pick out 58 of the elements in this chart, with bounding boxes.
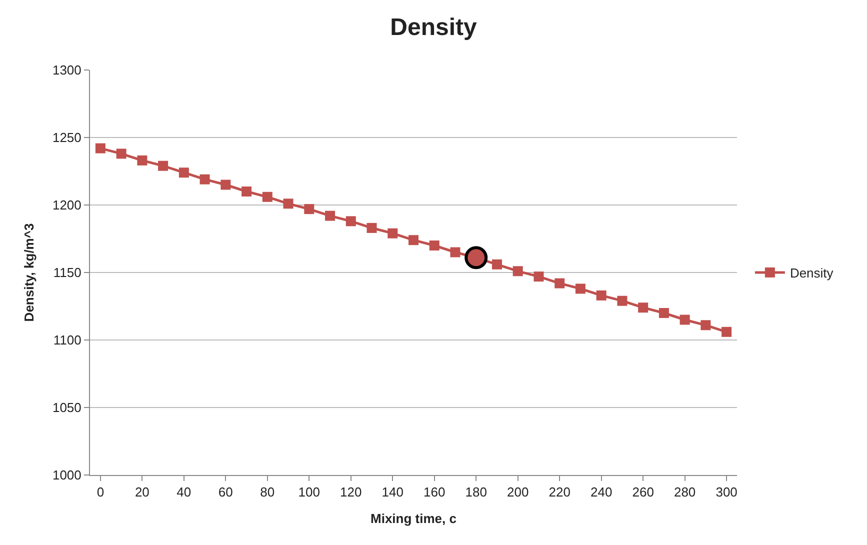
point [388,228,398,238]
legend-label: Density [790,266,834,281]
point [408,235,418,246]
point [596,290,606,300]
x-tick-label: 20 [134,484,150,500]
x-tick-label: 0 [96,484,104,500]
chart-title: Density [390,14,478,41]
y-tick-label: 1300 [52,62,82,78]
point [680,314,690,325]
y-tick-label: 1000 [52,468,82,483]
point [512,266,523,276]
x-tick-label: 260 [632,484,654,500]
point [178,168,189,178]
x-tick-label: 60 [218,484,233,500]
point [220,180,231,190]
x-tick-label: 300 [716,484,738,500]
point [464,246,488,270]
point [638,302,648,313]
point [617,296,628,306]
x-axis-title: Mixing time, c [370,511,456,526]
point [200,174,210,184]
x-tick-label: 200 [507,484,529,500]
point [658,308,669,318]
x-tick-label: 240 [590,484,612,500]
x-tick-label: 160 [424,484,446,500]
x-tick-label: 80 [260,484,275,500]
y-tick-label: 1100 [53,332,82,348]
point [366,222,377,233]
x-tick-label: 100 [298,484,320,500]
point [95,143,106,154]
point [534,272,544,282]
y-axis-title: Density, kg/m^3 [21,223,36,322]
point [492,259,502,270]
point [450,247,460,258]
point [722,326,732,337]
x-tick-label: 280 [674,484,696,500]
point [429,240,440,250]
x-tick-label: 180 [465,484,487,500]
y-tick-label: 1200 [52,198,82,213]
y-tick-label: 1250 [52,130,82,146]
point [242,186,252,196]
x-tick-label: 220 [548,484,570,500]
point [283,198,294,209]
point [262,192,272,202]
point [304,204,314,214]
point [575,284,586,294]
x-tick-label: 140 [382,484,404,500]
y-tick-label: 1050 [52,400,82,416]
point [137,155,148,166]
point [116,148,126,159]
point [554,278,565,288]
point [346,216,356,226]
x-tick-label: 120 [340,484,362,500]
point [325,210,336,221]
point [700,320,711,330]
x-tick-label: 40 [176,484,192,500]
y-tick-label: 1150 [53,265,82,280]
point [158,160,168,171]
